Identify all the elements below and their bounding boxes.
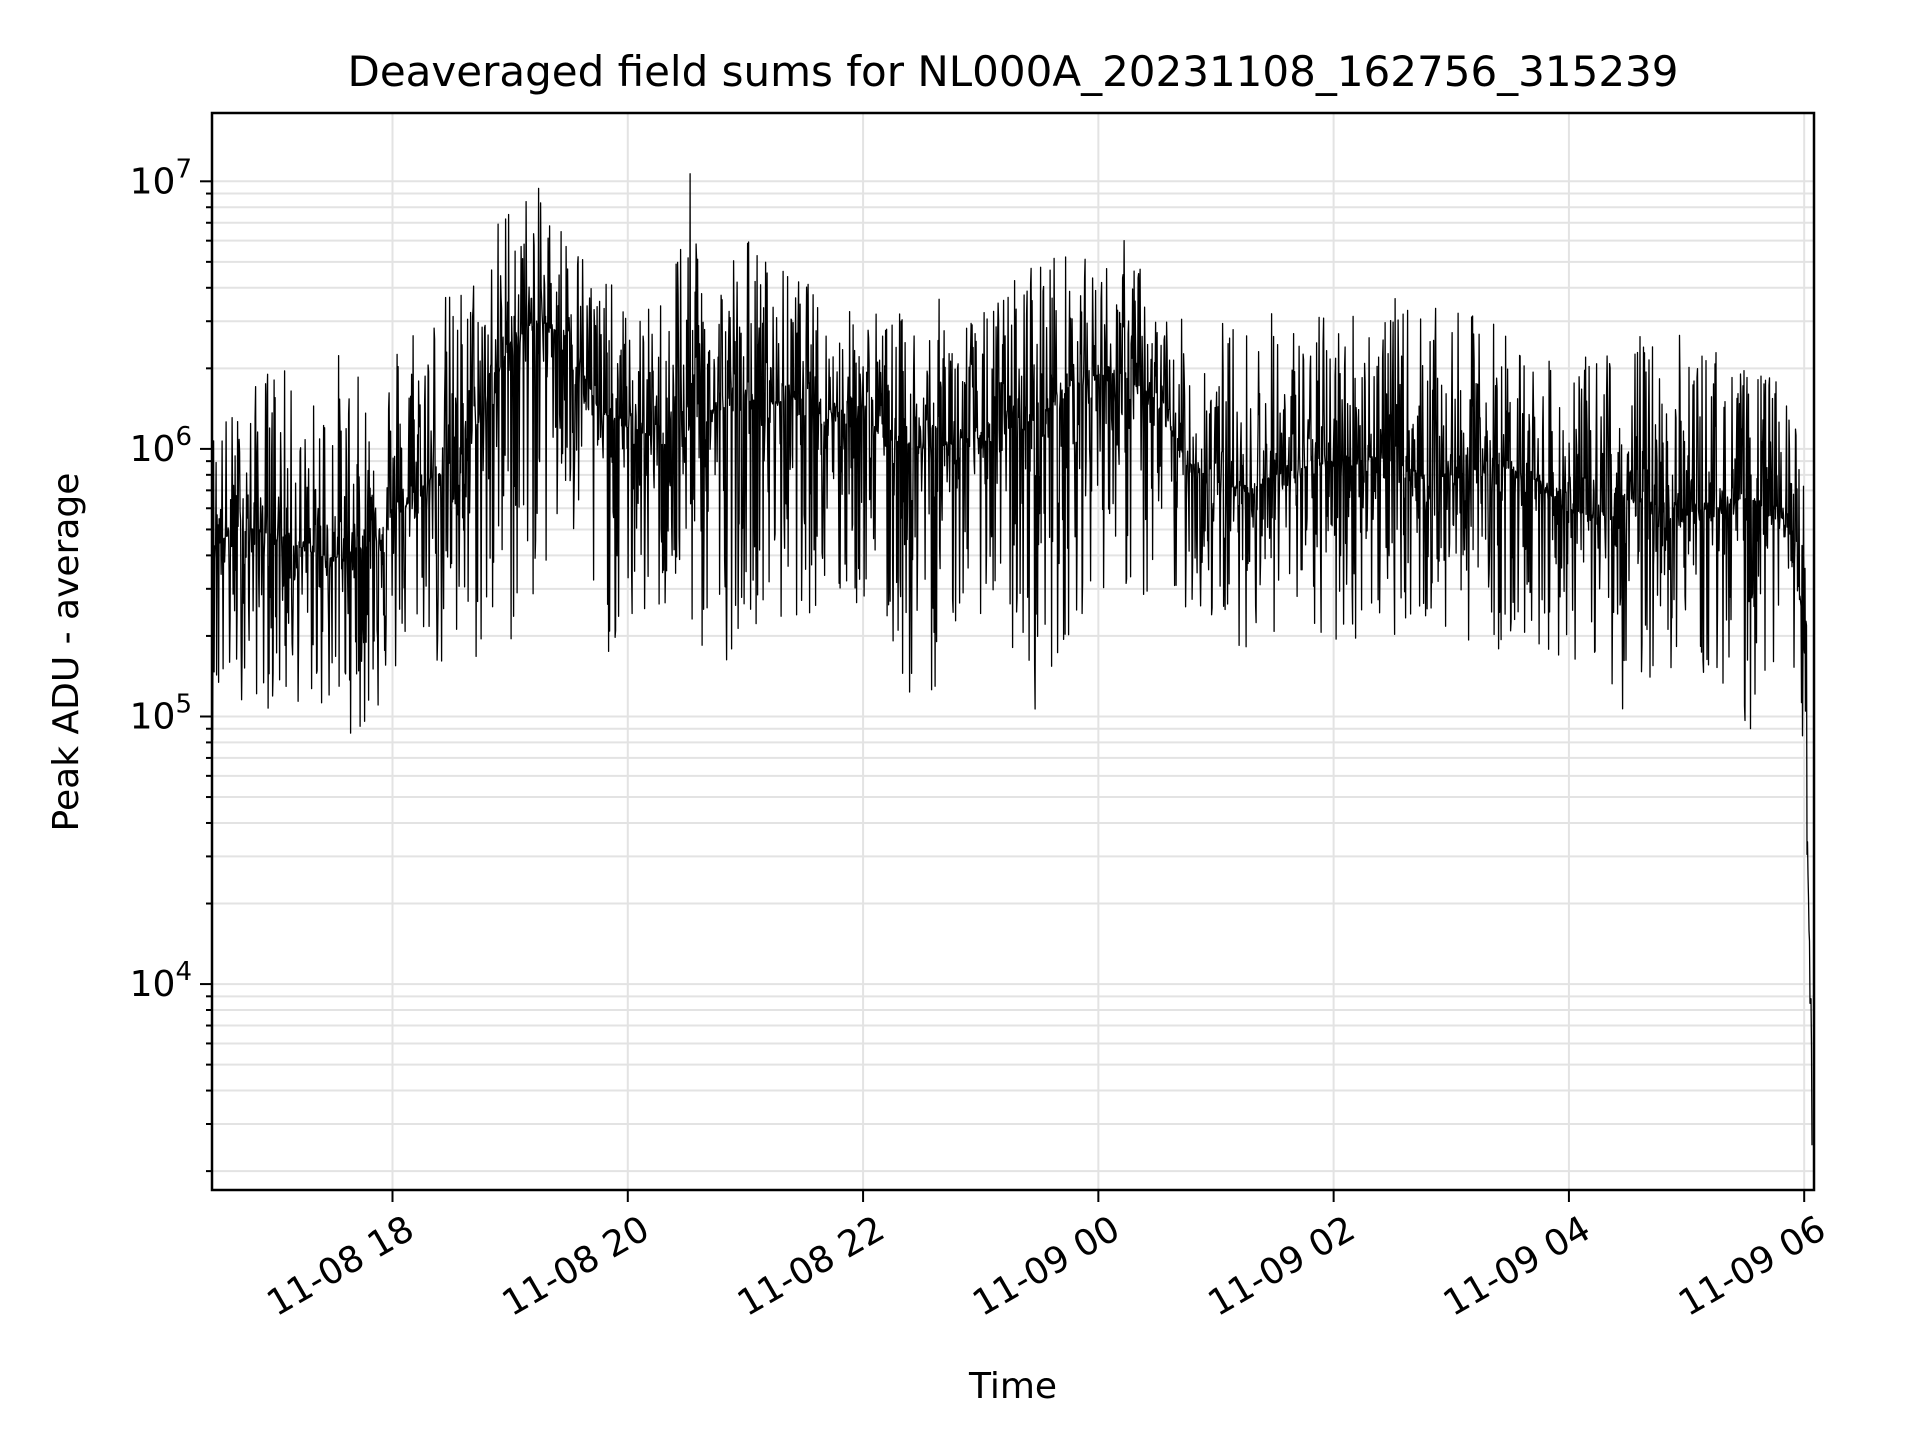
x-tick-label: 11-09 06	[1672, 1208, 1833, 1324]
y-axis-label: Peak ADU - average	[46, 473, 87, 832]
grid	[212, 113, 1814, 1190]
x-axis-label: Time	[968, 1366, 1057, 1407]
x-axis-ticks: 11-08 18 11-08 20 11-08 22 11-09 00 11-09 02…	[260, 1190, 1833, 1325]
y-tick-label: 106	[130, 422, 192, 470]
x-tick-label: 11-08 18	[260, 1208, 421, 1324]
x-tick-label: 11-08 22	[731, 1208, 892, 1324]
y-tick-label: 107	[130, 154, 192, 202]
plot-frame	[210, 111, 1816, 1192]
y-axis-ticks: 104 105 106 107	[130, 154, 212, 1173]
y-tick-label: 105	[130, 689, 192, 737]
x-tick-label: 11-09 04	[1437, 1208, 1598, 1324]
x-tick-label: 11-09 02	[1201, 1208, 1362, 1324]
y-tick-label: 104	[130, 957, 192, 1005]
series-layer	[211, 173, 1813, 1146]
x-tick-label: 11-08 20	[496, 1208, 657, 1324]
chart-title: Deaveraged field sums for NL000A_2023110…	[348, 47, 1679, 96]
series-line	[211, 173, 1813, 1146]
x-tick-label: 11-09 00	[966, 1208, 1127, 1324]
